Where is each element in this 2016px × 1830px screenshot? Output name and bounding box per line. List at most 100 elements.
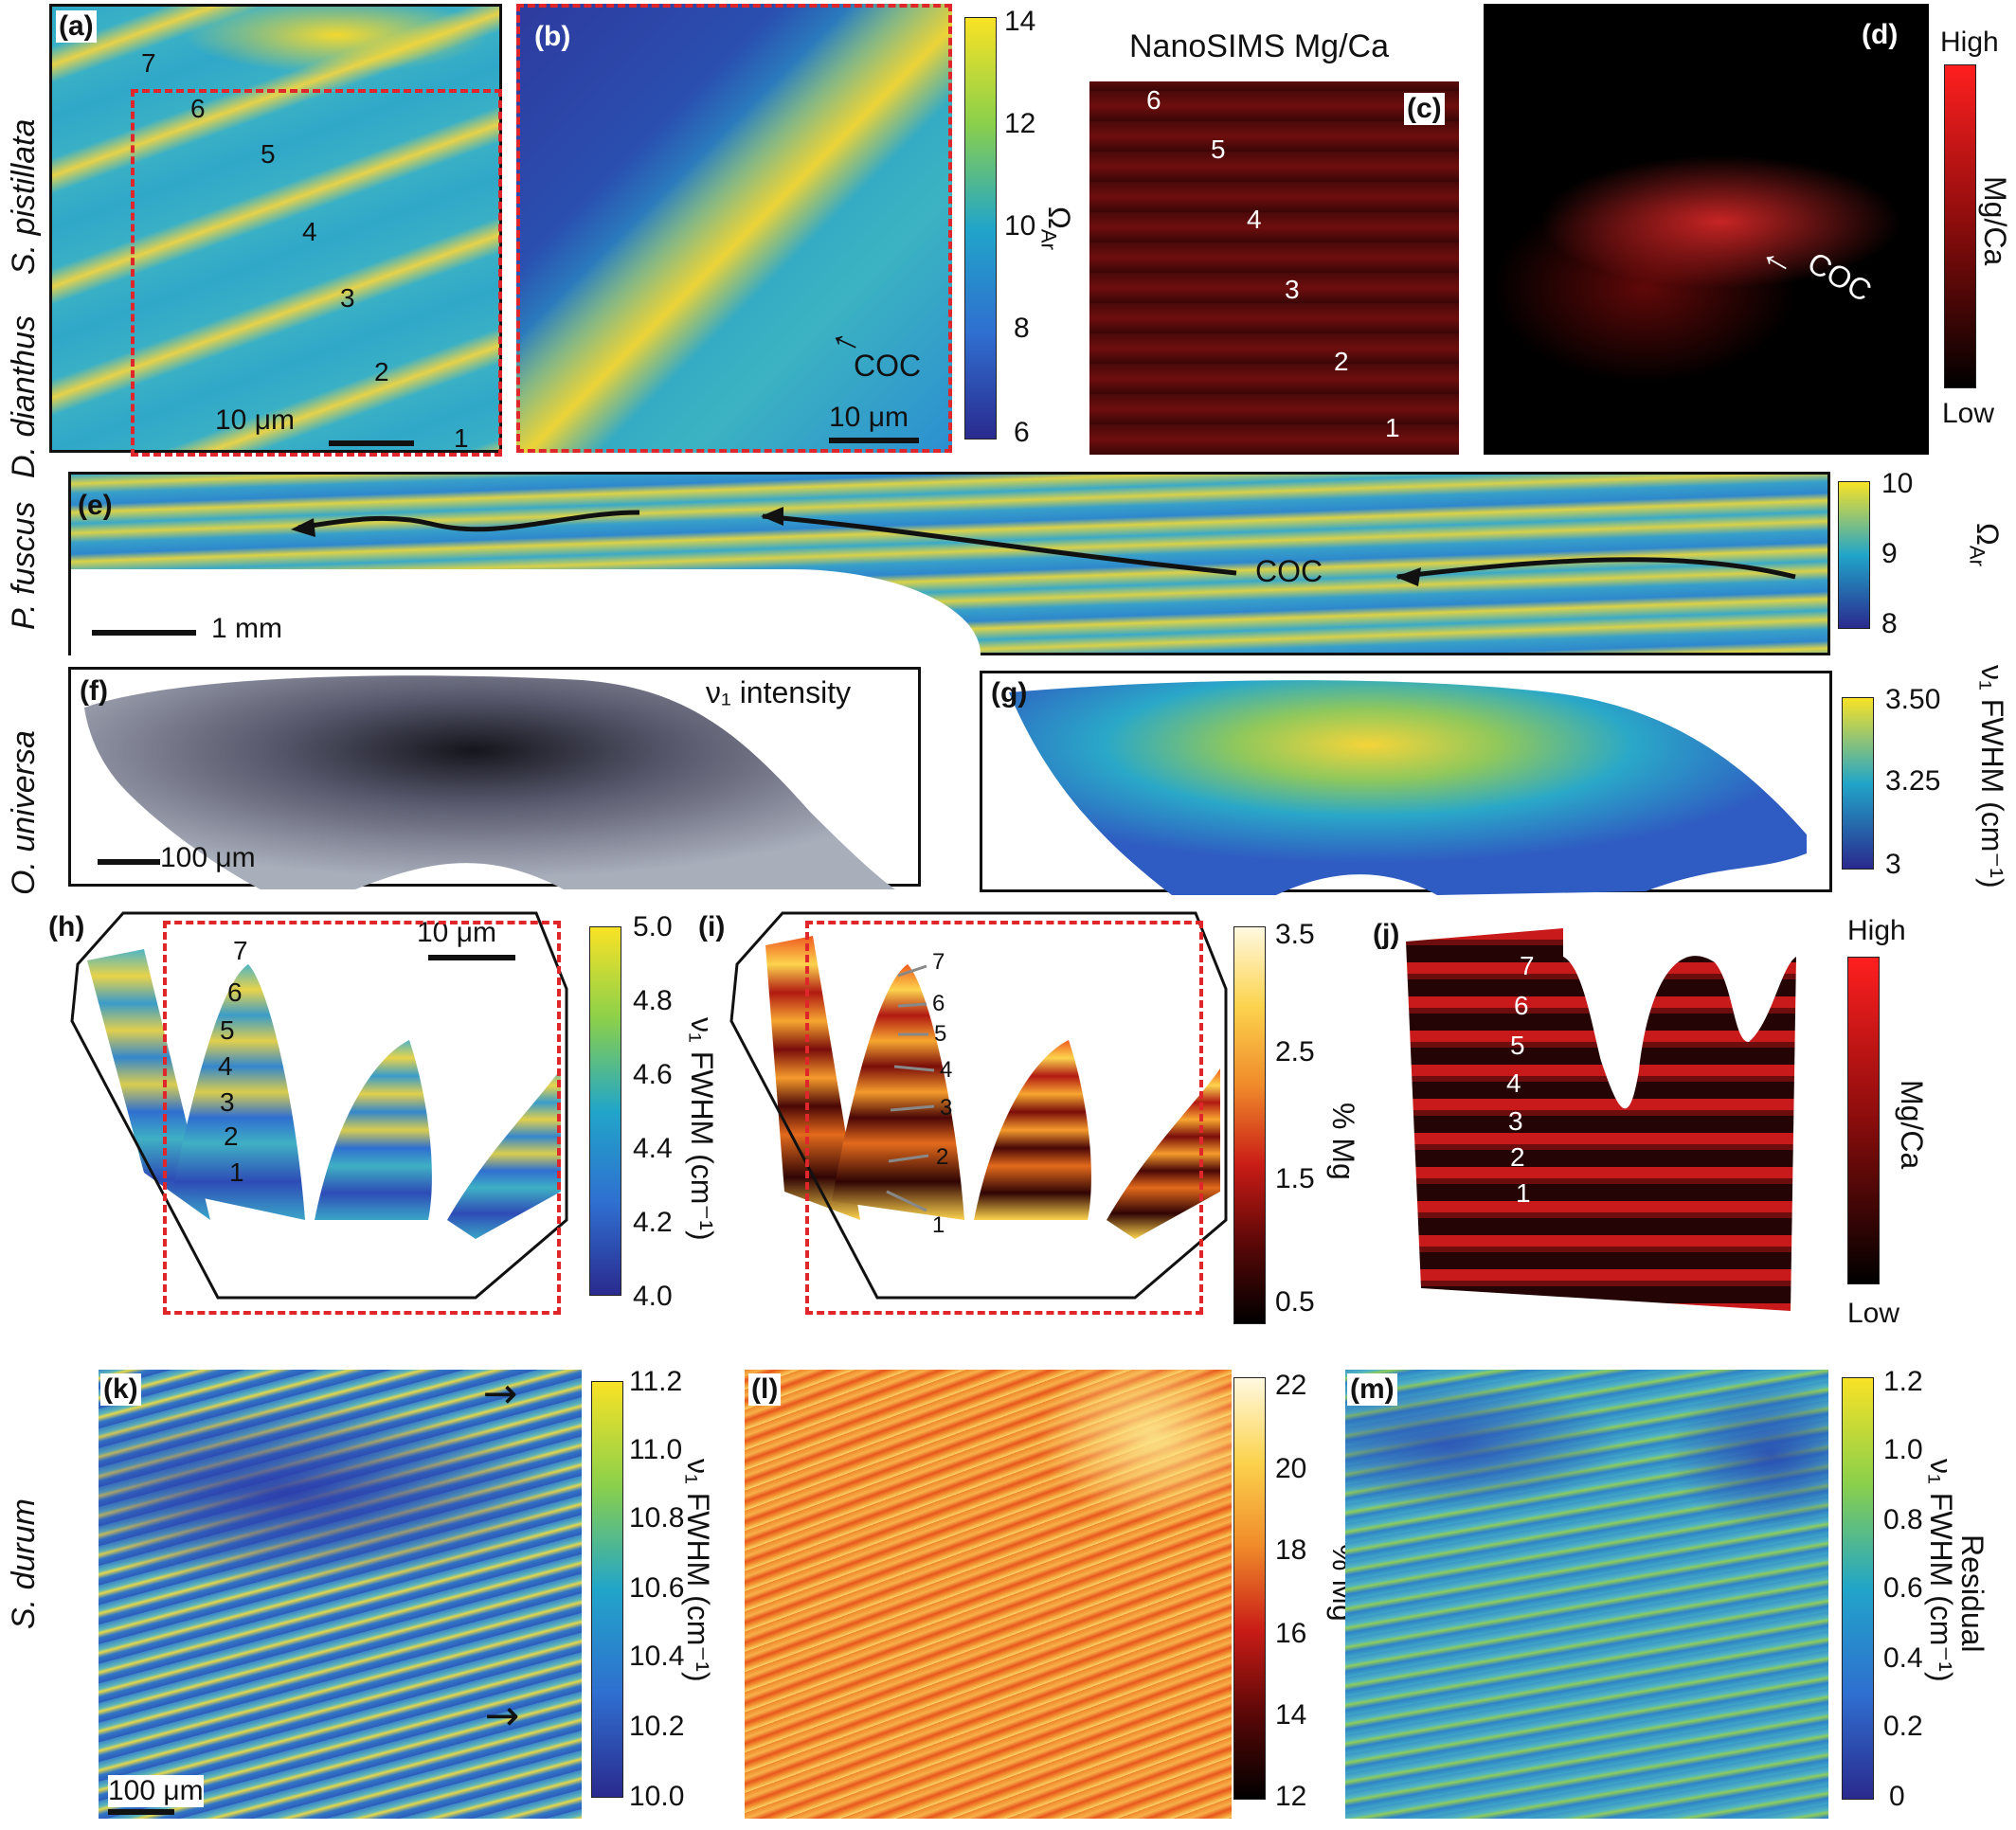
colorbar-tick: 22 (1275, 1370, 1307, 1401)
colorbar-tick: 1.5 (1275, 1163, 1315, 1194)
band-number: 3 (1285, 275, 1300, 304)
scale-bar-label: 1 mm (211, 613, 282, 644)
colorbar-tick: 1.0 (1883, 1434, 1923, 1465)
panel-label-m: (m) (1347, 1373, 1397, 1406)
band-number: 4 (218, 1051, 233, 1081)
colorbar-tick: 12 (1004, 108, 1036, 139)
band-number: 5 (220, 1015, 235, 1045)
band-number: 3 (340, 283, 355, 313)
colorbar-tick: 11.0 (629, 1434, 683, 1465)
colorbar-tick: 0.8 (1883, 1504, 1923, 1535)
scale-bar (829, 438, 919, 443)
band-number: 4 (1506, 1068, 1521, 1098)
arrow-icon: ↗ (474, 1687, 531, 1745)
colorbar-tick: 4.8 (633, 985, 673, 1016)
panel-label-k: (k) (100, 1373, 141, 1406)
band-number: 6 (1514, 991, 1529, 1020)
band-number: 2 (1334, 347, 1349, 376)
intensity-title: ν₁ intensity (706, 675, 852, 709)
colorbar-label: ΩAr (1965, 523, 2005, 566)
colorbar-tick: 0.6 (1883, 1572, 1923, 1604)
colorbar-tick: 8 (1881, 608, 1898, 639)
colorbar-tick: 18 (1275, 1534, 1307, 1566)
species-label-s-durum: S. durum (6, 1498, 42, 1629)
colorbar-tick: 4.6 (633, 1059, 673, 1090)
band-number: 2 (374, 357, 389, 386)
colorbar-tick: 3 (1885, 849, 1901, 880)
growth-arrows (291, 507, 1796, 586)
colorbar-tick: 11.2 (629, 1366, 683, 1397)
colorbar-label: % Mg (1326, 1103, 1360, 1180)
scale-bar-label: 100 μm (108, 1775, 204, 1807)
colorbar-label-sub: Ar (1036, 228, 1061, 250)
colorbar-tick: 4.0 (633, 1281, 673, 1312)
colorbar-label: ν₁ FWHM (cm⁻¹) (685, 1017, 719, 1241)
colorbar-tick: 14 (1275, 1699, 1307, 1731)
band-number: 4 (940, 1057, 953, 1083)
band-number: 2 (936, 1144, 949, 1170)
colorbar-tick: 10 (1004, 210, 1036, 242)
panel-j-map: (j) 7 6 5 4 3 2 1 (1373, 919, 1800, 1317)
band-number: 5 (1211, 135, 1226, 164)
colorbar-tick: 10.8 (629, 1502, 685, 1534)
arrow-icon: ↗ (472, 1365, 530, 1423)
colorbar-label-main: Ω (1042, 206, 1076, 229)
scale-bar-label: 10 μm (829, 402, 909, 433)
colorbar-tick: 9 (1881, 538, 1898, 569)
colorbar-label-sub: Ar (1965, 545, 1989, 566)
scale-bar (92, 630, 196, 636)
fwhm-foram-shape (70, 911, 568, 1300)
colorbar-fwhm (1842, 697, 1874, 870)
colorbar-fwhm (591, 1381, 623, 1798)
colorbar-label: Mg/Ca (1895, 1080, 1929, 1170)
panel-label-g: (g) (991, 677, 1028, 709)
unfilled-region (71, 569, 981, 658)
band-number: 6 (227, 978, 243, 1007)
panel-e-map: (e) COC 1 mm (68, 472, 1830, 658)
arrow-path (297, 510, 640, 532)
colorbar-tick: 5.0 (633, 911, 673, 942)
panel-b-map: (b) COC ← 10 μm (516, 4, 952, 453)
intensity-shape (84, 675, 895, 889)
colorbar-residual (1842, 1377, 1874, 1800)
scale-bar (329, 440, 414, 446)
species-label-d-dianthus: D. dianthus (6, 315, 42, 478)
colorbar-omega-ar (1838, 481, 1870, 629)
band-number: 7 (932, 949, 945, 975)
arrowhead (291, 518, 315, 537)
panel-m-map: (m) (1345, 1370, 1828, 1819)
colorbar-label: ν₁ FWHM (cm⁻¹) (1975, 665, 2009, 888)
band-number: 2 (1510, 1142, 1525, 1172)
colorbar-tick: 20 (1275, 1453, 1307, 1484)
band-number: 6 (190, 94, 206, 123)
species-label-p-fuscus: P. fuscus (6, 501, 42, 630)
colorbar-tick: 8 (1014, 313, 1030, 344)
colorbar-tick: 10 (1881, 468, 1914, 499)
nanosims-foram-shape (1406, 928, 1796, 1311)
scale-bar (98, 859, 160, 865)
fwhm-shape (1009, 680, 1807, 895)
colorbar-label: ν₁ FWHM (cm⁻¹) (1924, 1459, 1958, 1682)
panel-label-i: (i) (698, 911, 726, 942)
band-number: 4 (1247, 205, 1262, 234)
colorbar-tick: 10.4 (629, 1641, 685, 1672)
band-number: 7 (1520, 951, 1535, 980)
colorbar-tick: 4.2 (633, 1207, 673, 1238)
colorbar-tick: 0.5 (1275, 1286, 1315, 1318)
panel-label-d: (d) (1862, 19, 1899, 50)
colorbar-label-main: Ω (1971, 523, 2005, 546)
colorbar-mg-ca (1944, 64, 1976, 388)
colorbar-label-residual: Residual (1955, 1534, 1989, 1653)
colorbar-tick: 12 (1275, 1781, 1307, 1812)
colorbar-tick: 3.5 (1275, 919, 1315, 950)
band-number: 1 (1385, 413, 1400, 442)
scale-bar (428, 955, 515, 960)
arrow-path (1396, 557, 1796, 580)
colorbar-tick: 1.2 (1883, 1366, 1923, 1397)
colorbar-label: Mg/Ca (1978, 176, 2012, 266)
colorbar-mg-ca (1847, 957, 1880, 1284)
band-number: 1 (1516, 1178, 1531, 1208)
zoom-region-outline (163, 921, 561, 1315)
band-number: 1 (932, 1212, 945, 1238)
scale-bar-label: 100 μm (160, 842, 256, 873)
